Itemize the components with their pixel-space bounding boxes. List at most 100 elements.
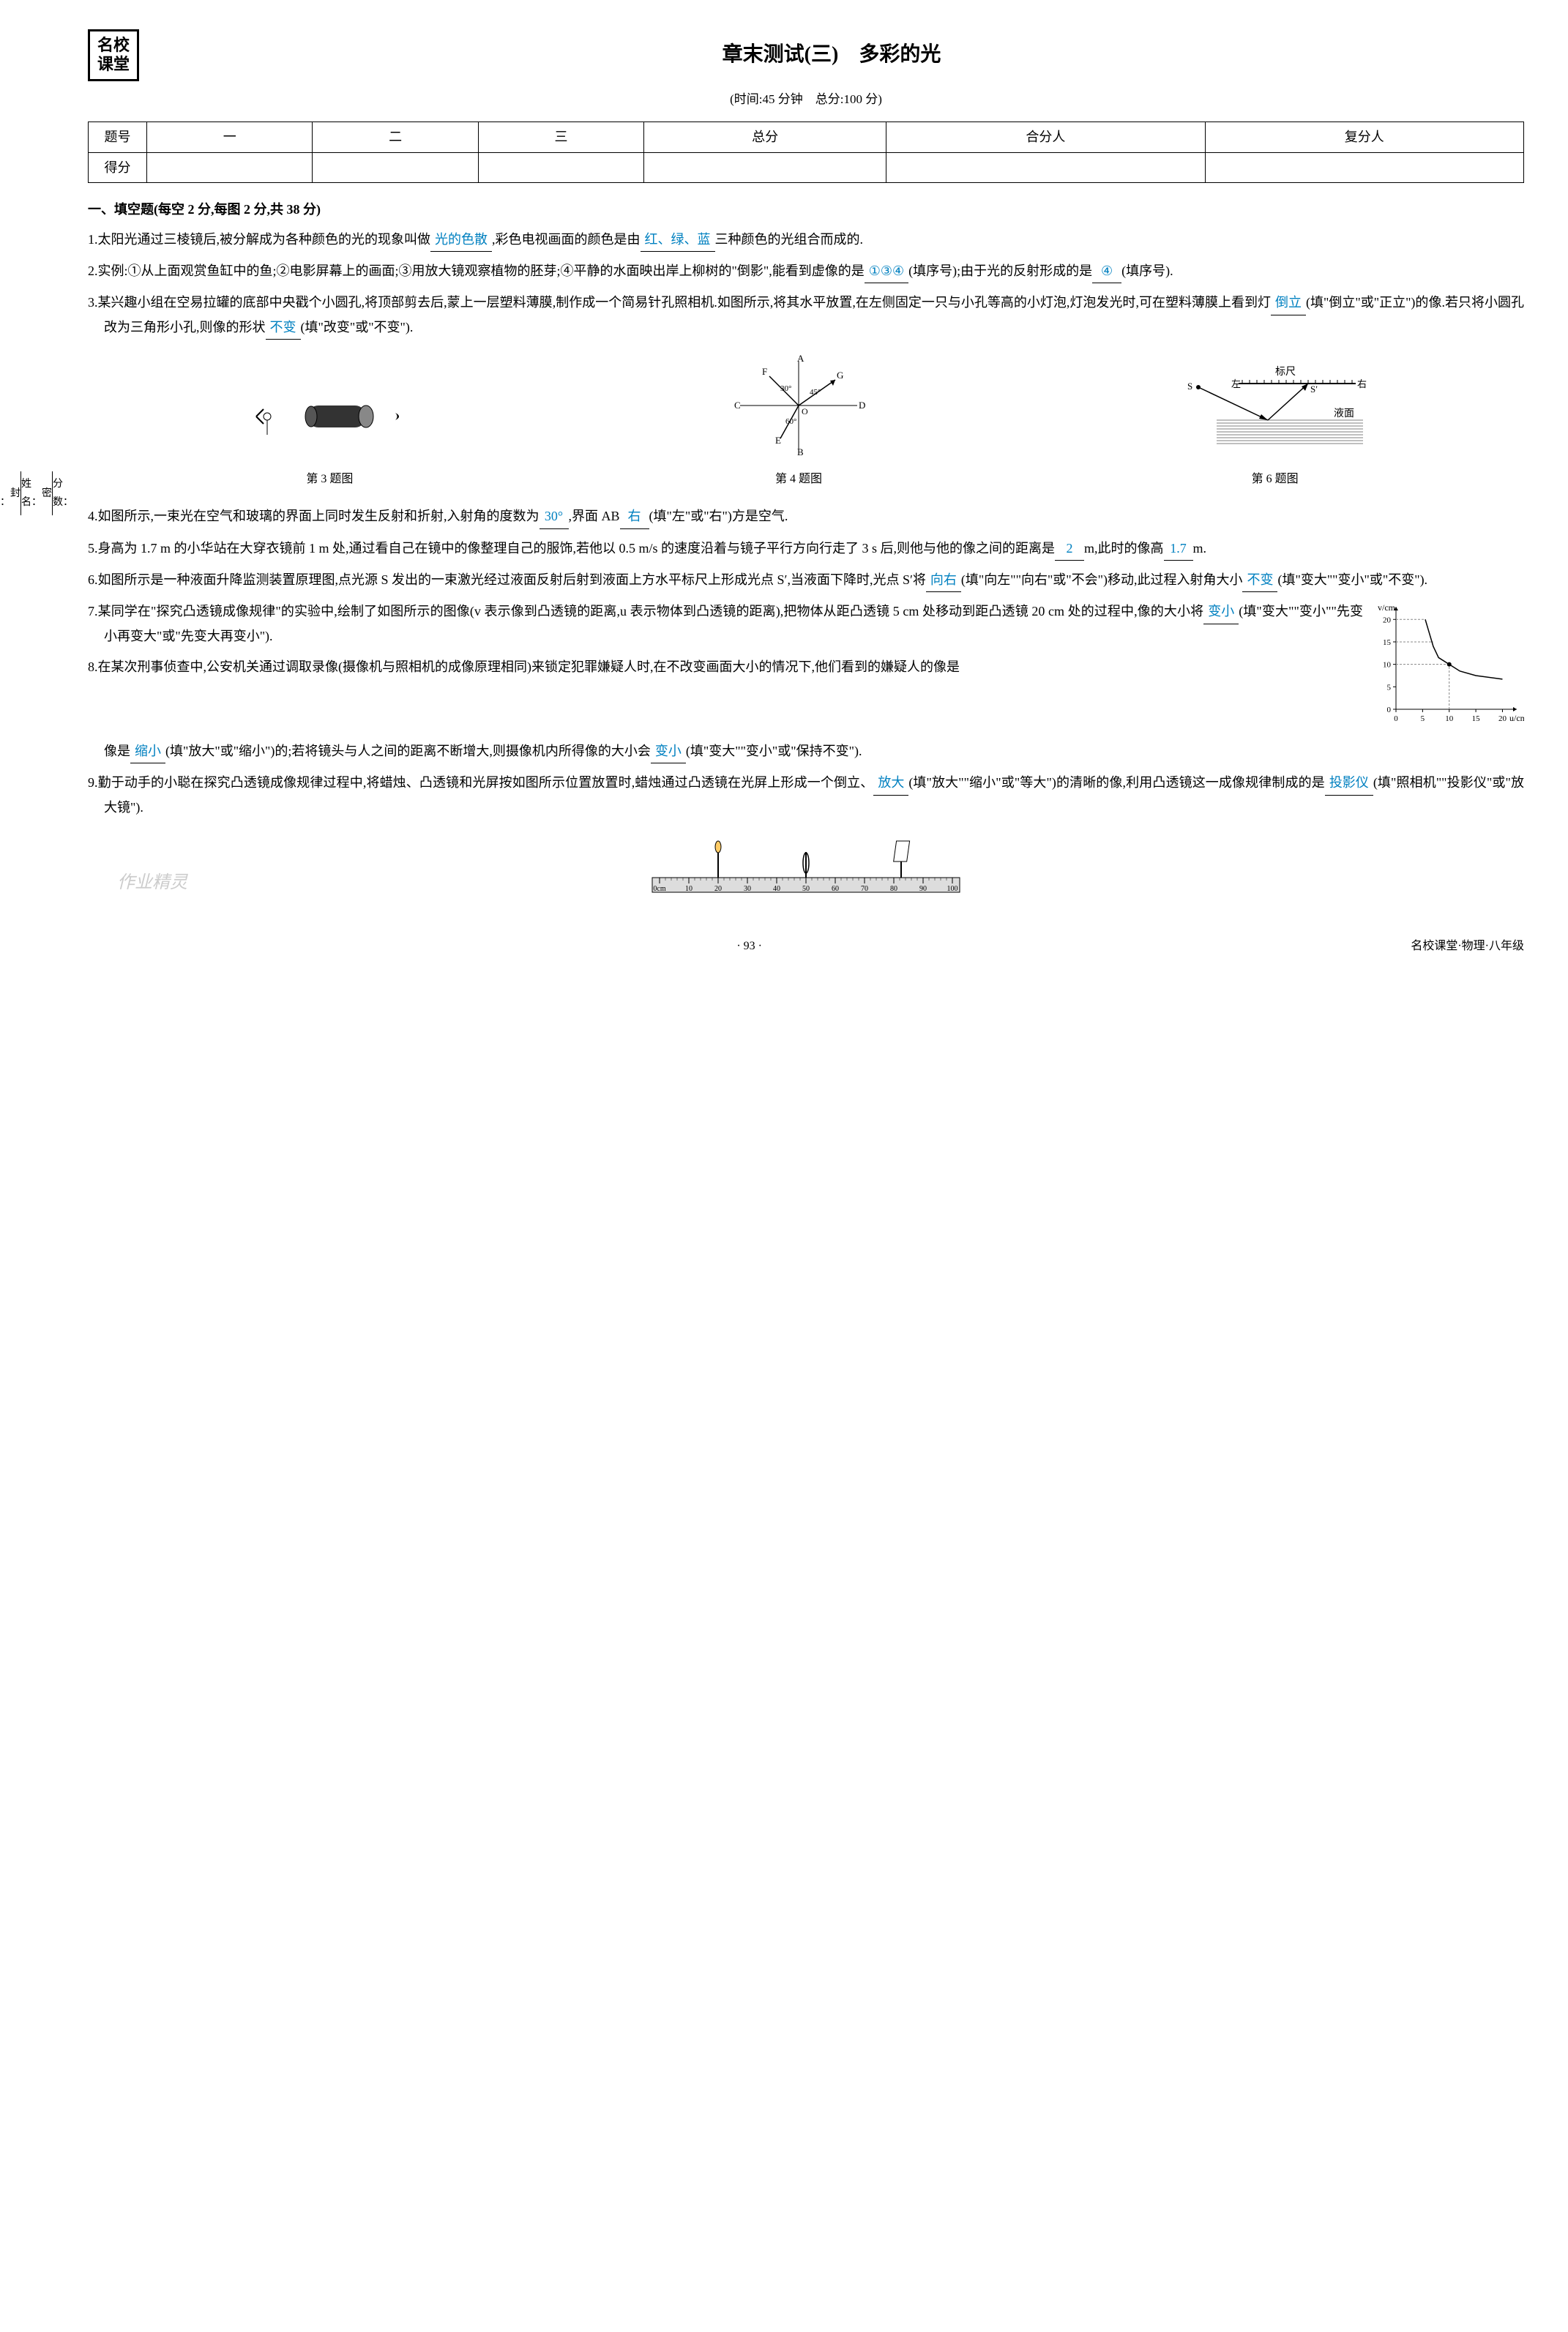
svg-text:15: 15: [1472, 714, 1481, 723]
binding-field: 分数：: [53, 475, 73, 512]
series-label: 名校课堂·物理·八年级: [1411, 936, 1524, 957]
question-6: 6.如图所示是一种液面升降监测装置原理图,点光源 S 发出的一束激光经过液面反射…: [88, 568, 1524, 592]
table-row: 题号 一 二 三 总分 合分人 复分人: [89, 122, 1524, 152]
svg-text:B: B: [797, 446, 804, 457]
figures-row: 第 3 题图 A B C D E F G O 30° 45° 60° 第 4 题…: [88, 354, 1524, 490]
q-text: (填序号);由于光的反射形成的是: [908, 264, 1092, 278]
q-num: 5.: [88, 541, 98, 556]
q-text: 某同学在"探究凸透镜成像规律"的实验中,绘制了如图所示的图像(v 表示像到凸透镜…: [98, 604, 1204, 618]
svg-text:0cm: 0cm: [653, 885, 665, 893]
question-5: 5.身高为 1.7 m 的小华站在大穿衣镜前 1 m 处,通过看自己在镜中的像整…: [88, 537, 1524, 561]
figure-4: A B C D E F G O 30° 45° 60° 第 4 题图: [725, 354, 872, 490]
cell: 题号: [89, 122, 147, 152]
watermark: 作业精灵: [117, 867, 187, 899]
q-text: 身高为 1.7 m 的小华站在大穿衣镜前 1 m 处,通过看自己在镜中的像整理自…: [98, 541, 1056, 556]
svg-text:D: D: [859, 400, 865, 411]
svg-text:5: 5: [1387, 684, 1392, 692]
cell: [644, 152, 886, 182]
answer: 倒立: [1271, 291, 1306, 315]
cell: 一: [147, 122, 313, 152]
q-text: 某兴趣小组在空易拉罐的底部中央戳个小圆孔,将顶部剪去后,蒙上一层塑料薄膜,制作成…: [98, 295, 1272, 310]
svg-text:G: G: [837, 370, 843, 381]
q-text: (填序号).: [1121, 264, 1173, 278]
question-9: 9.勤于动手的小聪在探究凸透镜成像规律过程中,将蜡烛、凸透镜和光屏按如图所示位置…: [88, 771, 1524, 819]
svg-text:标尺: 标尺: [1275, 366, 1296, 378]
q-num: 7.: [88, 604, 98, 618]
svg-text:10: 10: [1383, 661, 1392, 670]
q-text: (填"左"或"右")方是空气.: [649, 509, 788, 523]
q-num: 6.: [88, 572, 98, 587]
logo-line1: 名校: [97, 36, 130, 55]
figure-6: 标尺 左 右 S S′ 液面 第 6 题图: [1180, 362, 1370, 490]
cell: [147, 152, 313, 182]
answer: ①③④: [865, 259, 908, 283]
svg-text:40: 40: [773, 885, 780, 893]
q-text: (填"变大""变小"或"保持不变").: [686, 744, 862, 758]
table-row: 得分: [89, 152, 1524, 182]
answer: 红、绿、蓝: [641, 228, 715, 252]
question-3: 3.某兴趣小组在空易拉罐的底部中央戳个小圆孔,将顶部剪去后,蒙上一层塑料薄膜,制…: [88, 291, 1524, 340]
svg-text:60°: 60°: [785, 417, 796, 426]
svg-text:30°: 30°: [780, 384, 791, 393]
svg-text:0: 0: [1394, 714, 1398, 723]
figure-caption: 第 6 题图: [1180, 469, 1370, 490]
cell: 总分: [644, 122, 886, 152]
q-text: m.: [1193, 541, 1207, 556]
logo-line2: 课堂: [97, 55, 130, 74]
answer: ④: [1092, 259, 1121, 283]
svg-text:F: F: [762, 366, 767, 377]
logo: 名校 课堂: [88, 29, 139, 81]
figure-9: 0cm102030405060708090100: [88, 834, 1524, 914]
svg-text:10: 10: [1445, 714, 1454, 723]
binding-seal: 密: [42, 485, 52, 503]
q-num: 3.: [88, 295, 98, 310]
svg-text:E: E: [775, 435, 781, 446]
svg-text:20: 20: [1498, 714, 1507, 723]
q-text: (填"向左""向右"或"不会")移动,此过程入射角大小: [961, 572, 1243, 587]
svg-text:10: 10: [685, 885, 692, 893]
chart-svg: 0510152005101520u/cmv/cm: [1370, 599, 1524, 731]
q-num: 1.: [88, 232, 98, 247]
question-8: 8.在某次刑事侦查中,公安机关通过调取录像(摄像机与照相机的成像原理相同)来锁定…: [88, 655, 1363, 679]
page-footer: · 93 · 名校课堂·物理·八年级: [88, 936, 1524, 957]
svg-text:O: O: [802, 406, 808, 416]
cell: 复分人: [1205, 122, 1523, 152]
svg-text:左: 左: [1231, 378, 1241, 389]
q-text: 如图所示是一种液面升降监测装置原理图,点光源 S 发出的一束激光经过液面反射后射…: [98, 572, 926, 587]
svg-text:20: 20: [1383, 616, 1392, 625]
answer: 放大: [873, 771, 908, 795]
svg-text:60: 60: [832, 885, 839, 893]
svg-text:0: 0: [1387, 706, 1392, 714]
cell: 合分人: [886, 122, 1205, 152]
svg-text:A: A: [797, 354, 804, 364]
page-subtitle: (时间:45 分钟 总分:100 分): [88, 89, 1524, 111]
figure-3: 第 3 题图: [242, 376, 417, 490]
svg-text:S′: S′: [1310, 384, 1318, 395]
q-text: 在某次刑事侦查中,公安机关通过调取录像(摄像机与照相机的成像原理相同)来锁定犯罪…: [98, 659, 960, 674]
fig4-svg: A B C D E F G O 30° 45° 60°: [725, 354, 872, 457]
page-number: · 93 ·: [736, 936, 762, 957]
q-num: 4.: [88, 509, 98, 523]
answer: 2: [1055, 537, 1084, 561]
q-text: (填"放大""缩小"或"等大")的清晰的像,利用凸透镜这一成像规律制成的是: [908, 775, 1324, 790]
svg-text:C: C: [734, 400, 741, 411]
svg-text:100: 100: [947, 885, 958, 893]
svg-text:70: 70: [861, 885, 868, 893]
svg-text:45°: 45°: [810, 388, 821, 397]
fig6-svg: 标尺 左 右 S S′ 液面: [1180, 362, 1370, 457]
svg-text:u/cm: u/cm: [1509, 713, 1524, 723]
fig3-svg: [242, 376, 417, 457]
answer: 向右: [926, 568, 961, 592]
answer: 缩小: [130, 739, 165, 763]
answer: 1.7: [1164, 537, 1193, 561]
question-4: 4.如图所示,一束光在空气和玻璃的界面上同时发生反射和折射,入射角的度数为30°…: [88, 504, 1524, 528]
question-1: 1.太阳光通过三棱镜后,被分解成为各种颜色的光的现象叫做光的色散,彩色电视画面的…: [88, 228, 1524, 252]
cell: 三: [478, 122, 643, 152]
figure-caption: 第 4 题图: [725, 469, 872, 490]
question-7-wrap: 7.某同学在"探究凸透镜成像规律"的实验中,绘制了如图所示的图像(v 表示像到凸…: [88, 599, 1524, 739]
q-num: 2.: [88, 264, 98, 278]
answer: 右: [620, 504, 649, 528]
cell: [886, 152, 1205, 182]
q-text: 实例:①从上面观赏鱼缸中的鱼;②电影屏幕上的画面;③用放大镜观察植物的胚芽;④平…: [98, 264, 865, 278]
svg-text:5: 5: [1421, 714, 1425, 723]
